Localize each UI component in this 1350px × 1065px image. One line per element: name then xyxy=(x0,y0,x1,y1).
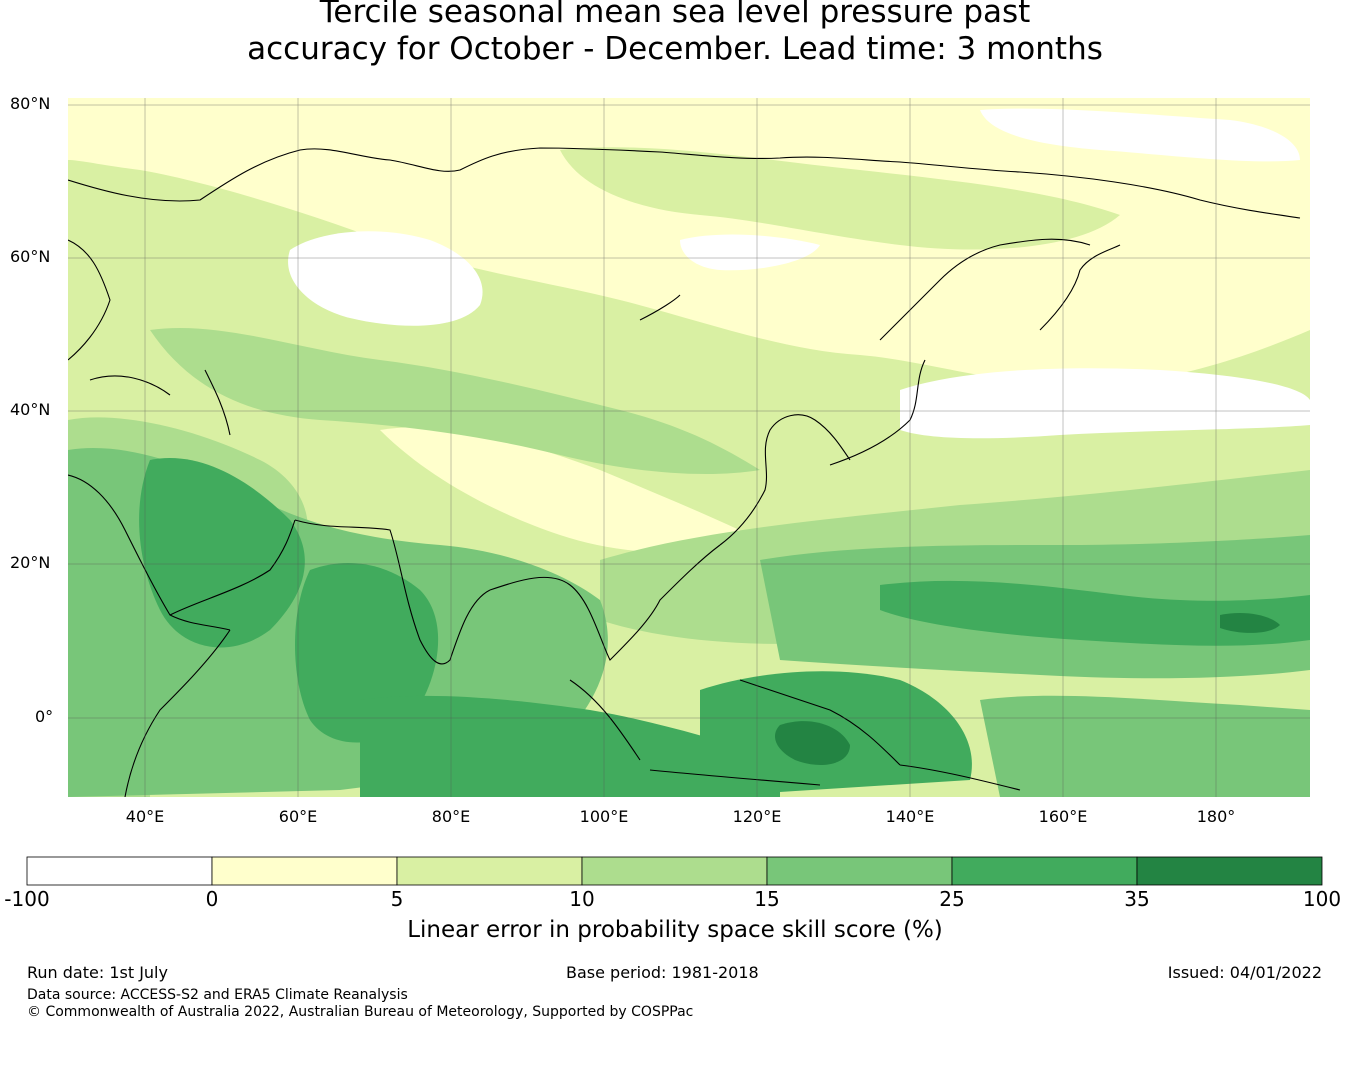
field-white-arctic xyxy=(980,108,1300,162)
colorbar-swatch xyxy=(581,856,768,886)
lat-label-80n: 80°N xyxy=(10,94,51,113)
field-pale-china xyxy=(380,427,760,553)
field-25-pacific xyxy=(880,580,1310,646)
base-period: Base period: 1981-2018 xyxy=(566,963,759,982)
field-35-pacific xyxy=(1220,613,1280,633)
field-white-russia xyxy=(288,231,483,326)
skill-field xyxy=(68,98,1310,797)
colorbar-swatch xyxy=(26,856,213,886)
run-date: Run date: 1st July xyxy=(27,963,168,982)
field-25-arabia xyxy=(139,458,305,648)
coast-india xyxy=(294,519,491,665)
coastlines xyxy=(68,147,1301,797)
lat-label-40n: 40°N xyxy=(10,400,51,419)
field-white-eastasia xyxy=(680,234,820,271)
colorbar-boxes xyxy=(26,856,1323,886)
coast-china xyxy=(719,414,851,546)
title-line-1: Tercile seasonal mean sea level pressure… xyxy=(319,0,1031,30)
lon-label-80e: 80°E xyxy=(431,807,471,826)
colorbar-swatch xyxy=(396,856,583,886)
map xyxy=(68,98,1310,797)
coast-arctic-europe xyxy=(68,147,1301,219)
colorbar xyxy=(26,856,1323,886)
coast-europe-black-caspian xyxy=(68,239,231,436)
lon-label-160e: 160°E xyxy=(1038,807,1088,826)
chart-title: Tercile seasonal mean sea level pressure… xyxy=(0,0,1350,68)
colorbar-swatch xyxy=(211,856,398,886)
colorbar-swatch xyxy=(1136,856,1323,886)
colorbar-tick: 25 xyxy=(939,887,965,911)
colorbar-tick: 0 xyxy=(205,887,219,911)
coast-arabia xyxy=(68,474,296,631)
field-15-east xyxy=(980,695,1310,797)
colorbar-tick: 10 xyxy=(569,887,595,911)
lon-label-100e: 100°E xyxy=(579,807,629,826)
lat-label-60n: 60°N xyxy=(10,247,51,266)
data-source: Data source: ACCESS-S2 and ERA5 Climate … xyxy=(27,987,408,1003)
colorbar-tick: 100 xyxy=(1302,887,1342,911)
copyright: © Commonwealth of Australia 2022, Austra… xyxy=(27,1004,694,1020)
colorbar-swatch xyxy=(951,856,1138,886)
lat-label-0: 0° xyxy=(35,707,54,726)
coast-africa-east xyxy=(124,629,231,797)
lon-label-40e: 40°E xyxy=(125,807,165,826)
colorbar-tick: 5 xyxy=(390,887,404,911)
field-north-green xyxy=(560,147,1120,250)
colorbar-swatch xyxy=(766,856,953,886)
colorbar-tick: 35 xyxy=(1124,887,1150,911)
field-25-indian-ocean xyxy=(360,695,780,797)
coast-lake-baikal xyxy=(639,294,681,321)
coast-indonesia xyxy=(569,679,1021,791)
lon-label-180: 180° xyxy=(1196,807,1236,826)
gridlines xyxy=(68,98,1310,797)
lon-label-140e: 140°E xyxy=(885,807,935,826)
issued-date: Issued: 04/01/2022 xyxy=(1167,963,1322,982)
colorbar-tick: 15 xyxy=(754,887,780,911)
coast-russia-pacific xyxy=(879,238,1091,341)
title-line-2: accuracy for October - December. Lead ti… xyxy=(247,31,1103,67)
coast-southeast-asia xyxy=(489,544,721,661)
lon-label-120e: 120°E xyxy=(732,807,782,826)
field-35-sulawesi xyxy=(775,721,850,765)
coast-kamchatka xyxy=(1039,244,1121,331)
colorbar-label: Linear error in probability space skill … xyxy=(407,917,943,943)
lat-label-20n: 20°N xyxy=(10,553,51,572)
field-mid-asia xyxy=(150,327,760,475)
lon-label-60e: 60°E xyxy=(278,807,318,826)
colorbar-tick: -100 xyxy=(4,887,50,911)
field-white-pacific xyxy=(900,368,1310,439)
